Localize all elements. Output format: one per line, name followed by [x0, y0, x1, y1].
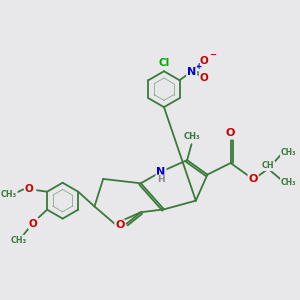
- Text: O: O: [29, 218, 38, 229]
- Text: −: −: [209, 50, 216, 59]
- Text: CH₃: CH₃: [184, 133, 200, 142]
- Text: CH₃: CH₃: [11, 236, 27, 244]
- Text: H: H: [157, 175, 165, 184]
- Text: CH₃: CH₃: [281, 148, 296, 157]
- Text: O: O: [25, 184, 34, 194]
- Text: O: O: [200, 73, 208, 82]
- Text: O: O: [115, 220, 125, 230]
- Text: O: O: [248, 174, 258, 184]
- Text: N: N: [157, 167, 166, 177]
- Text: O: O: [200, 56, 208, 66]
- Text: CH₃: CH₃: [1, 190, 17, 199]
- Text: N: N: [187, 67, 196, 76]
- Text: Cl: Cl: [158, 58, 169, 68]
- Text: CH: CH: [262, 161, 274, 170]
- Text: O: O: [226, 128, 235, 139]
- Text: CH₃: CH₃: [281, 178, 296, 187]
- Text: +: +: [195, 61, 201, 70]
